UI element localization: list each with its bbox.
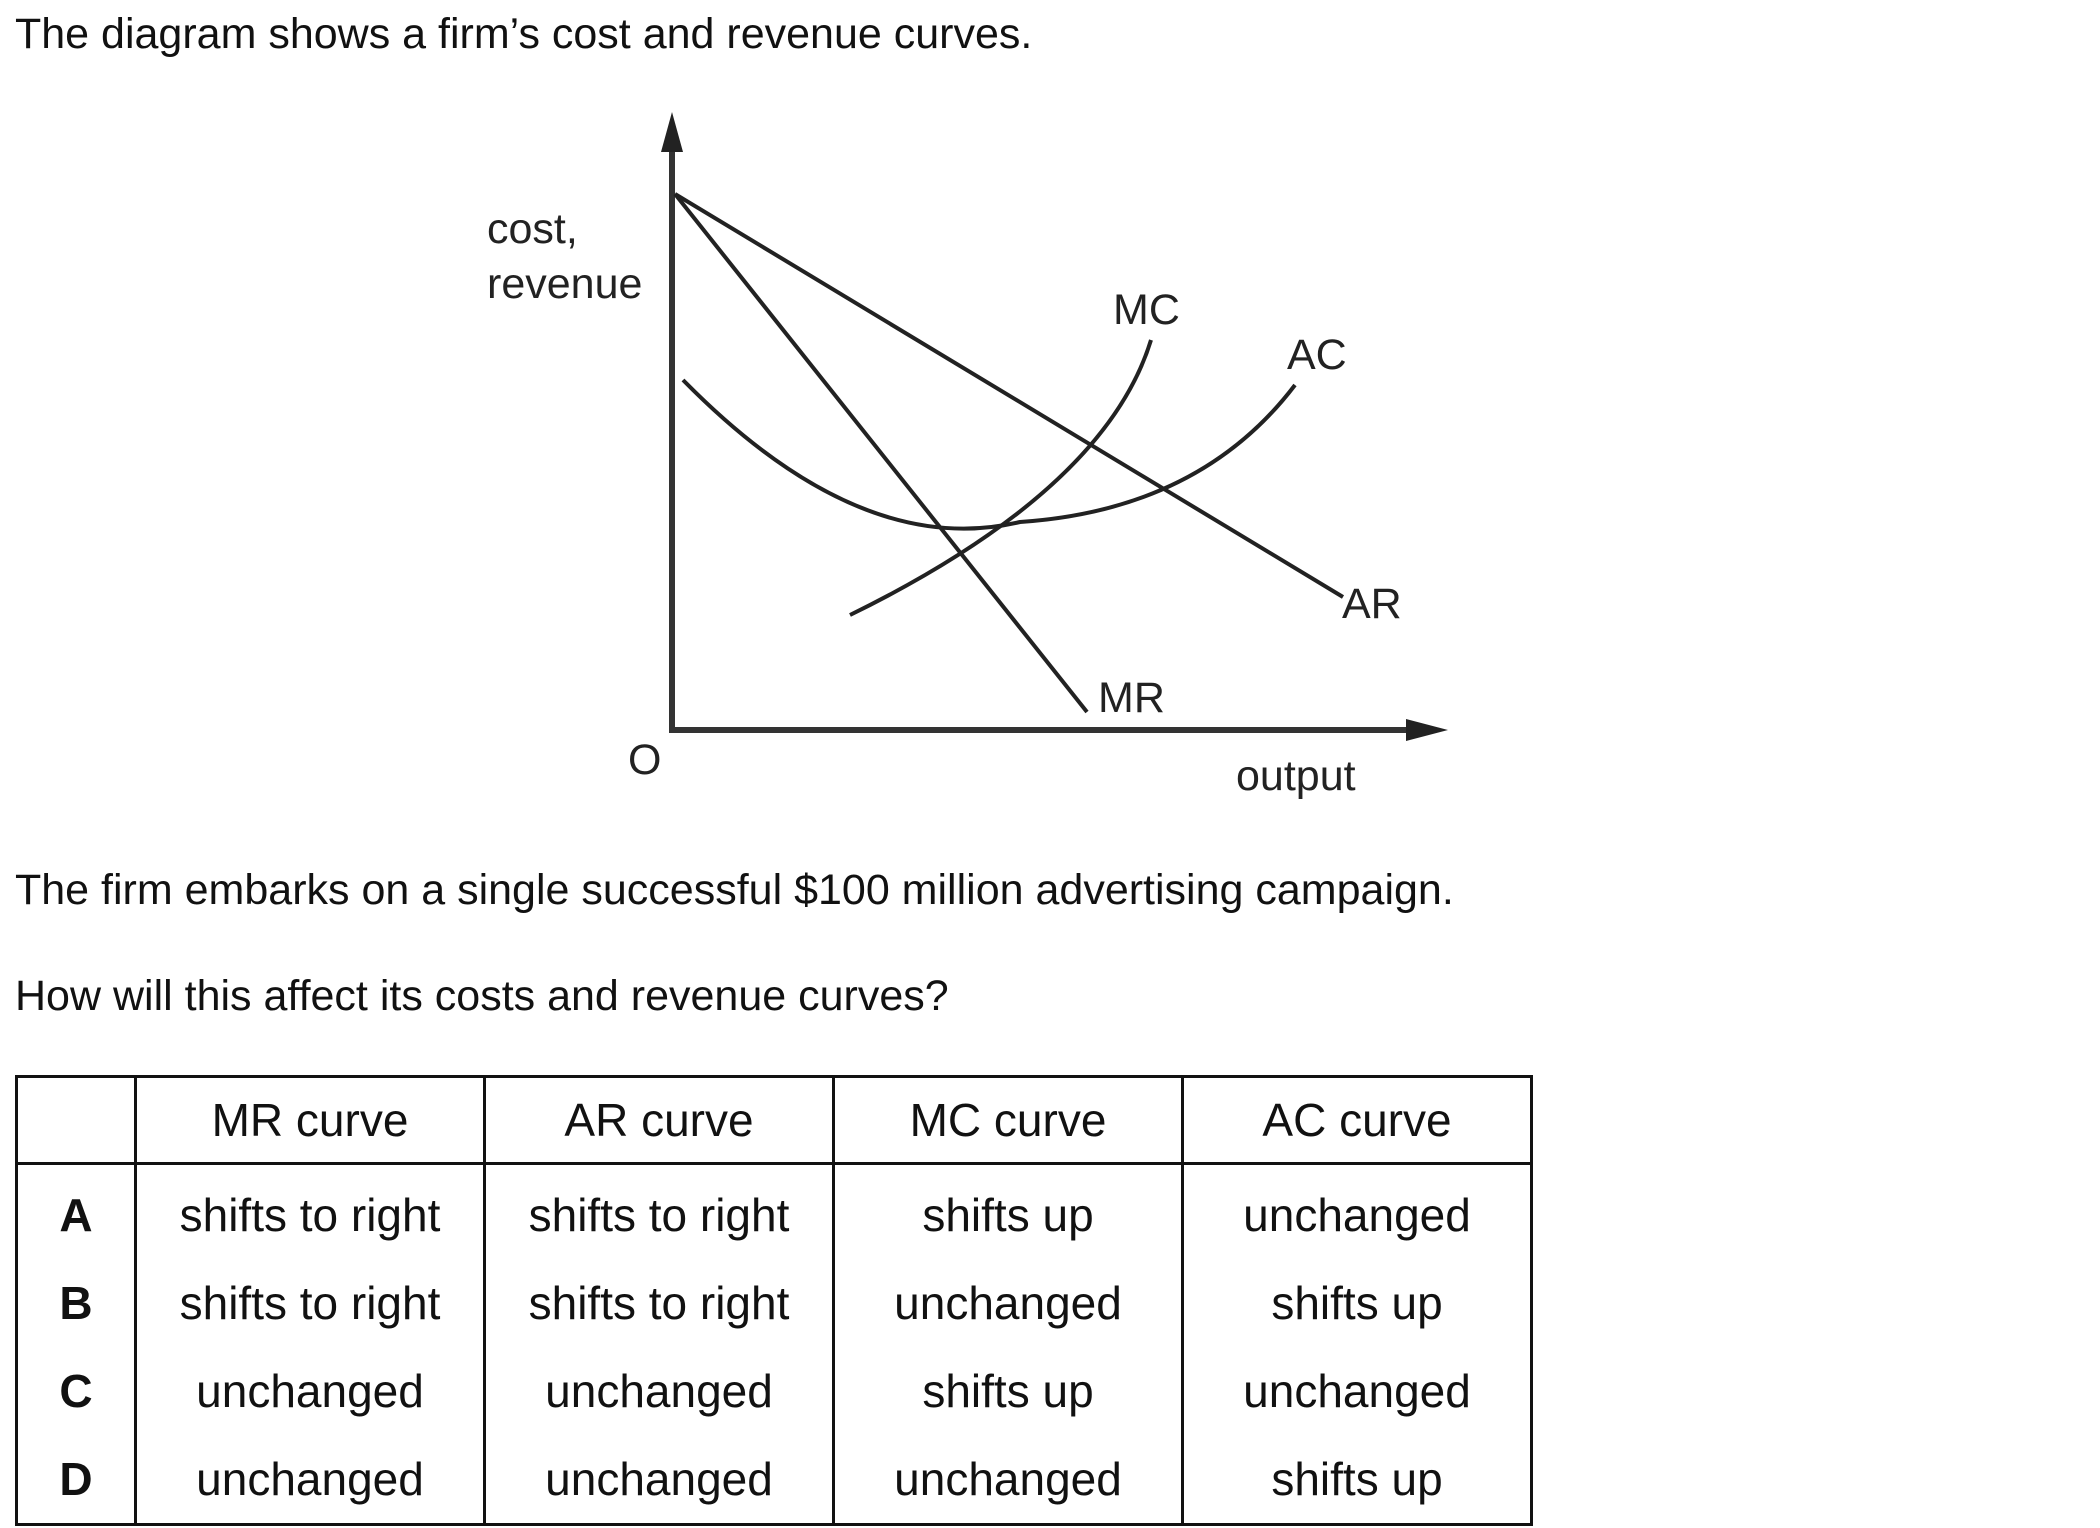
header-mr-curve: MR curve: [134, 1075, 486, 1165]
table-cell: shifts to right: [483, 1163, 835, 1259]
x-axis-arrowhead: [1406, 719, 1448, 741]
table-cell: shifts up: [1181, 1435, 1533, 1526]
option-row-c[interactable]: C unchanged unchanged shifts up unchange…: [15, 1347, 1533, 1435]
table-cell: unchanged: [134, 1435, 486, 1526]
table-cell: unchanged: [832, 1435, 1184, 1526]
intro-text: The diagram shows a firm’s cost and reve…: [15, 10, 1033, 58]
header-ac-curve: AC curve: [1181, 1075, 1533, 1165]
mr-label: MR: [1098, 674, 1165, 722]
y-axis-label-line1: cost,: [487, 205, 578, 253]
header-ar-curve: AR curve: [483, 1075, 835, 1165]
option-key: B: [15, 1259, 137, 1347]
mc-label: MC: [1113, 286, 1180, 334]
mc-curve: [849, 339, 1153, 617]
origin-label: O: [628, 736, 661, 784]
ac-label: AC: [1287, 331, 1347, 379]
option-row-a[interactable]: A shifts to right shifts to right shifts…: [15, 1163, 1533, 1259]
table-cell: unchanged: [1181, 1163, 1533, 1259]
header-mc-curve: MC curve: [832, 1075, 1184, 1165]
y-axis-label-line2: revenue: [487, 260, 642, 308]
option-key: C: [15, 1347, 137, 1435]
cost-revenue-diagram: cost, revenue MC AC AR MR O output: [487, 112, 1448, 800]
option-key: D: [15, 1435, 137, 1526]
table-cell: shifts to right: [483, 1259, 835, 1347]
ar-curve: [673, 192, 1345, 599]
question-text: How will this affect its costs and reven…: [15, 972, 949, 1020]
table-cell: shifts to right: [134, 1163, 486, 1259]
table-cell: unchanged: [1181, 1347, 1533, 1435]
table-cell: unchanged: [483, 1435, 835, 1526]
table-cell: unchanged: [832, 1259, 1184, 1347]
table-cell: shifts up: [1181, 1259, 1533, 1347]
mr-curve: [673, 192, 1089, 714]
scenario-text: The firm embarks on a single successful …: [15, 866, 1454, 914]
answer-options-table: MR curve AR curve MC curve AC curve A sh…: [15, 1075, 1533, 1526]
option-row-b[interactable]: B shifts to right shifts to right unchan…: [15, 1259, 1533, 1347]
ar-label: AR: [1342, 580, 1402, 628]
ac-curve: [681, 378, 1297, 531]
table-cell: shifts to right: [134, 1259, 486, 1347]
table-header-row: MR curve AR curve MC curve AC curve: [15, 1075, 1533, 1165]
table-cell: shifts up: [832, 1163, 1184, 1259]
header-key-cell: [15, 1075, 137, 1165]
table-cell: unchanged: [483, 1347, 835, 1435]
table-cell: unchanged: [134, 1347, 486, 1435]
x-axis-label: output: [1236, 752, 1356, 800]
option-row-d[interactable]: D unchanged unchanged unchanged shifts u…: [15, 1435, 1533, 1526]
option-key: A: [15, 1163, 137, 1259]
y-axis-arrowhead: [661, 112, 683, 152]
table-cell: shifts up: [832, 1347, 1184, 1435]
